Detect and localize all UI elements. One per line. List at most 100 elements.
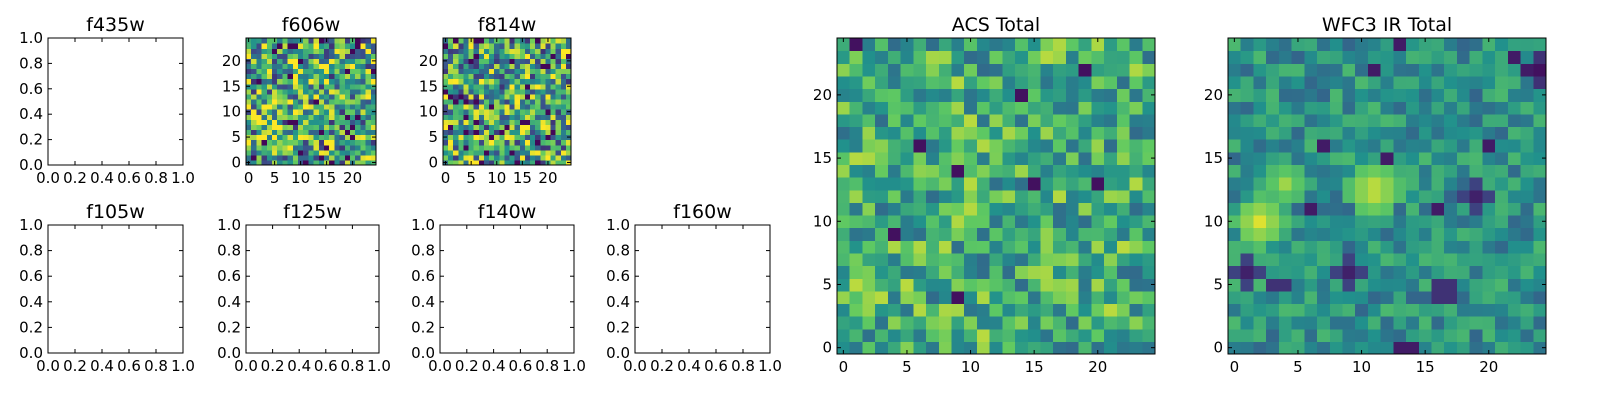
heatmap-cell: [509, 114, 516, 120]
heatmap-cell: [499, 48, 506, 54]
heatmap-cell: [360, 154, 367, 161]
heatmap-cell: [360, 124, 367, 131]
heatmap-cell: [282, 98, 289, 105]
heatmap-cell: [266, 48, 273, 54]
heatmap-cell: [887, 227, 902, 241]
y-tick-label: 5: [428, 128, 438, 146]
heatmap-cell: [1431, 164, 1445, 178]
x-tick-label: 0.2: [261, 357, 285, 375]
heatmap-cell: [1240, 265, 1255, 279]
heatmap-cell: [1418, 126, 1433, 140]
heatmap-cell: [483, 109, 490, 115]
heatmap-cell: [313, 134, 320, 141]
heatmap-cell: [849, 328, 864, 342]
heatmap-cell: [1469, 101, 1483, 115]
heatmap-cell: [540, 93, 546, 100]
heatmap-cell: [976, 202, 991, 216]
x-tick-label: 15: [513, 169, 532, 187]
heatmap-cell: [1291, 113, 1305, 128]
heatmap-cell: [350, 78, 356, 85]
heatmap-cell: [555, 43, 562, 49]
heatmap-cell: [1367, 214, 1382, 229]
heatmap-cell: [1053, 177, 1067, 191]
heatmap-cell: [443, 154, 449, 161]
heatmap-cell: [530, 144, 536, 151]
y-tick-label: 0.6: [19, 80, 43, 98]
heatmap-cell: [1304, 265, 1318, 279]
heatmap-cell: [524, 78, 531, 85]
heatmap-cell: [545, 88, 552, 95]
heatmap-cell: [1456, 63, 1471, 77]
heatmap-cell: [1240, 139, 1255, 153]
heatmap-cell: [339, 109, 346, 115]
heatmap-cell: [292, 63, 299, 70]
heatmap-cell: [837, 177, 851, 191]
heatmap-cell: [499, 98, 506, 105]
heatmap-cell: [1393, 265, 1407, 279]
plot-area: [635, 225, 770, 353]
heatmap-cell: [1053, 151, 1067, 165]
heatmap-cell: [1317, 126, 1331, 140]
heatmap-cell: [560, 139, 567, 146]
heatmap-cell: [443, 63, 449, 70]
heatmap-cell: [1507, 177, 1522, 191]
heatmap-cell: [468, 88, 475, 95]
heatmap-cell: [862, 63, 876, 77]
heatmap-cell: [1129, 202, 1143, 216]
heatmap-cell: [1304, 177, 1318, 191]
heatmap-cell: [287, 78, 294, 85]
heatmap-cell: [261, 68, 268, 75]
heatmap-cell: [849, 316, 864, 330]
heatmap-cell: [298, 119, 304, 125]
heatmap-cell: [535, 68, 541, 75]
heatmap-cell: [862, 38, 876, 52]
heatmap-cell: [555, 88, 562, 95]
heatmap-cell: [565, 73, 572, 80]
heatmap-cell: [334, 38, 341, 44]
heatmap-cell: [565, 104, 572, 110]
heatmap-cell: [1253, 240, 1267, 254]
heatmap-cell: [1456, 50, 1471, 64]
heatmap-cell: [900, 265, 914, 279]
heatmap-cell: [329, 159, 335, 166]
heatmap-cell: [334, 98, 341, 105]
heatmap-cell: [303, 68, 309, 75]
heatmap-cell: [1367, 38, 1382, 52]
heatmap-cell: [292, 53, 299, 59]
heatmap-cell: [1129, 177, 1143, 191]
heatmap-cell: [976, 328, 991, 342]
heatmap-cell: [1482, 151, 1496, 165]
heatmap-cell: [282, 114, 289, 120]
axes-frame: [634, 224, 771, 354]
heatmap-cell: [1520, 126, 1534, 140]
heatmap-cell: [468, 144, 475, 151]
heatmap-cell: [1002, 316, 1016, 330]
heatmap-cell: [1291, 126, 1305, 140]
heatmap-cell: [287, 149, 294, 156]
heatmap-cell: [1444, 240, 1458, 254]
heatmap-cell: [308, 43, 315, 49]
heatmap-cell: [365, 68, 372, 75]
heatmap-cell: [266, 58, 273, 64]
heatmap-cell: [530, 159, 536, 166]
heatmap-cell: [329, 38, 335, 44]
x-tick-label: 5: [466, 169, 476, 187]
heatmap-cell: [519, 104, 526, 110]
heatmap-cell: [463, 88, 470, 95]
heatmap-cell: [277, 129, 283, 136]
heatmap-cell: [329, 63, 335, 70]
heatmap-cell: [1116, 227, 1131, 241]
heatmap-cell: [308, 38, 315, 44]
heatmap-cell: [339, 43, 346, 49]
heatmap-cell: [545, 68, 552, 75]
heatmap-cell: [370, 139, 377, 146]
heatmap-cell: [1495, 303, 1509, 317]
heatmap-cell: [1091, 341, 1105, 355]
heatmap-cell: [344, 48, 351, 54]
heatmap-cell: [360, 104, 367, 110]
heatmap-cell: [550, 43, 557, 49]
heatmap-cell: [1142, 189, 1156, 203]
heatmap-cell: [938, 240, 953, 254]
heatmap-cell: [837, 63, 851, 77]
heatmap-cell: [1456, 303, 1471, 317]
